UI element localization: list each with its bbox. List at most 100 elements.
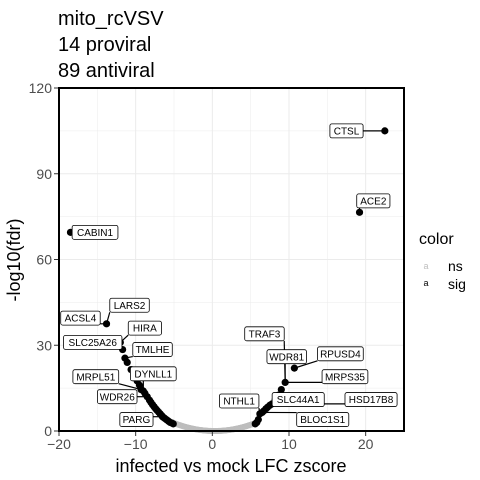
sig-point: [102, 320, 111, 328]
chart-title: mito_rcVSV 14 proviral 89 antiviral: [58, 8, 164, 82]
legend-label-sig: sig: [448, 276, 466, 292]
gene-label-ace2: ACE2: [356, 193, 391, 209]
gene-label-text: PARG: [123, 415, 151, 426]
gene-label-dynll1: DYNLL1: [129, 366, 177, 382]
gene-label-parg: PARG: [119, 412, 154, 427]
gene-label-text: WDR26: [100, 392, 135, 403]
gene-label-ctsl: CTSL: [329, 123, 364, 139]
gene-label-box: [219, 393, 260, 409]
gene-label-box: [317, 346, 364, 362]
gene-label-box: [266, 349, 307, 365]
x-axis-ticks: −20 −10 0 10 20: [47, 432, 374, 452]
x-tick-label: 10: [281, 436, 297, 452]
gene-label-hira: HIRA: [127, 320, 162, 336]
gene-label-text: LARS2: [114, 301, 146, 312]
gene-label-text: TMLHE: [136, 345, 170, 356]
gene-label-text: SLC44A1: [277, 395, 320, 406]
gene-label-text: CTSL: [334, 126, 360, 137]
x-tick-label: 0: [208, 436, 216, 452]
legend-item-sig: a sig: [423, 276, 465, 292]
gene-label-text: MRPS35: [325, 372, 365, 383]
legend-label-ns: ns: [448, 258, 463, 274]
gene-label-text: WDR81: [269, 352, 304, 363]
y-tick-label: 30: [36, 337, 52, 353]
gene-label-slc25a26: SLC25A26: [63, 334, 123, 350]
plot-border: [58, 87, 405, 432]
y-tick-label: 90: [36, 166, 52, 182]
legend-key-sig: a: [423, 278, 428, 288]
y-axis-title: -log10(fdr): [4, 218, 24, 301]
gene-label-box: [344, 392, 398, 407]
legend-title: color: [419, 231, 454, 248]
x-tick-label: −20: [47, 436, 71, 452]
y-tick-label: 0: [44, 423, 52, 439]
x-axis-title: infected vs mock LFC zscore: [115, 456, 346, 476]
gene-label-text: DYNLL1: [134, 369, 172, 380]
gene-label-box: [127, 320, 162, 336]
sig-point: [281, 378, 289, 387]
legend: color a ns a sig: [419, 231, 466, 292]
gene-label-hsd17b8: HSD17B8: [344, 392, 398, 407]
gene-label-mrps35: MRPS35: [321, 369, 369, 385]
legend-key-ns: a: [423, 261, 428, 271]
gene-label-text: TRAF3: [249, 329, 281, 340]
gene-label-text: CABIN1: [77, 228, 114, 239]
gene-label-box: [244, 326, 285, 342]
gene-label-acsl4: ACSL4: [60, 310, 101, 326]
sig-point: [355, 208, 364, 216]
title-line-1: mito_rcVSV: [58, 8, 164, 30]
gene-label-box: [296, 412, 350, 427]
gene-label-cabin1: CABIN1: [71, 224, 119, 240]
sig-point: [290, 364, 298, 372]
x-tick-label: −10: [124, 436, 148, 452]
gene-label-tmlhe: TMLHE: [132, 342, 173, 357]
gene-label-lars2: LARS2: [109, 297, 150, 313]
gene-label-box: [271, 392, 325, 407]
y-tick-label: 120: [29, 80, 53, 96]
gene-label-text: ACSL4: [65, 314, 97, 325]
sig-point: [123, 358, 131, 366]
sig-point: [169, 420, 177, 428]
gene-label-box: [132, 342, 173, 357]
gene-label-mrpl51: MRPL51: [72, 369, 120, 385]
legend-item-ns: a ns: [423, 258, 462, 274]
gene-label-bloc1s1: BLOC1S1: [296, 412, 350, 427]
gene-label-box: [71, 224, 119, 240]
x-tick-label: 20: [358, 436, 374, 452]
gene-labels: CTSL ACE2 CABIN1 LARS2 ACSL4 HIRA SLC25A26 TMLH…: [60, 123, 398, 427]
gene-label-slc44a1: SLC44A1: [271, 392, 325, 407]
gene-label-wdr26: WDR26: [97, 389, 138, 405]
gene-label-box: [60, 310, 101, 326]
gene-label-text: HSD17B8: [349, 395, 394, 406]
gene-label-box: [321, 369, 369, 385]
y-tick-label: 60: [36, 252, 52, 268]
connector-rpusd4: [294, 360, 318, 369]
y-axis-ticks: 0 30 60 90 120: [29, 80, 58, 439]
gene-label-text: MRPL51: [76, 372, 115, 383]
gene-label-box: [129, 366, 177, 382]
gene-label-box: [119, 412, 154, 427]
connector-mrpl51: [118, 383, 142, 391]
gene-label-box: [72, 369, 120, 385]
gene-label-box: [97, 389, 138, 405]
sig-point: [277, 385, 285, 394]
gene-label-rpusd4: RPUSD4: [317, 346, 364, 362]
gene-label-text: NTHL1: [223, 397, 255, 408]
gene-label-text: ACE2: [360, 197, 387, 208]
title-line-3: 89 antiviral: [58, 60, 155, 82]
gene-label-box: [109, 297, 150, 313]
gene-label-text: SLC25A26: [69, 338, 118, 349]
gene-label-box: [356, 193, 391, 209]
gene-label-box: [329, 123, 364, 139]
gene-label-nthl1: NTHL1: [219, 393, 260, 409]
sig-point: [254, 415, 262, 424]
sig-point: [381, 127, 389, 135]
gene-label-traf3: TRAF3: [244, 326, 285, 342]
gene-label-text: BLOC1S1: [300, 415, 345, 426]
gene-label-wdr81: WDR81: [266, 349, 307, 365]
gene-label-box: [63, 334, 123, 350]
gene-label-text: HIRA: [133, 324, 157, 335]
gene-label-text: RPUSD4: [320, 349, 361, 360]
sig-points: [66, 127, 389, 428]
